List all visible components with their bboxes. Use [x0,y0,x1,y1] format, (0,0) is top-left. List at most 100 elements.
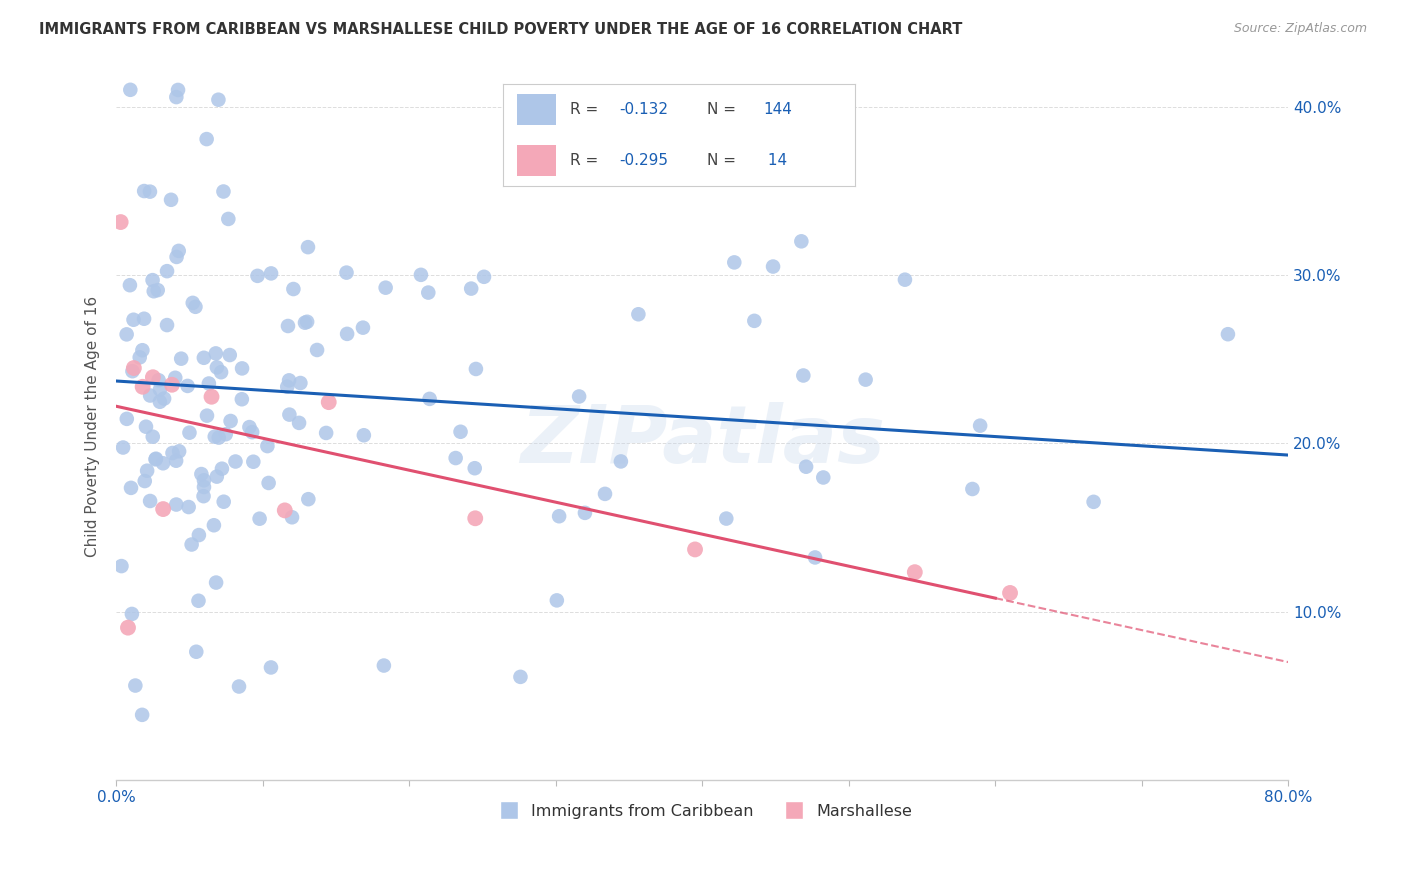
Point [219,414,242,428]
Point [121,364,143,378]
Point [156,264,179,278]
Point [744,314,766,328]
Point [117,621,139,635]
Point [167,244,190,258]
Point [160,193,183,207]
Point [142,370,165,384]
Point [115,327,138,342]
Point [315,425,337,440]
Point [813,470,835,484]
Point [218,348,240,362]
Point [153,392,176,406]
Point [122,312,145,326]
Point [336,326,359,341]
Point [200,390,222,404]
Point [131,380,153,394]
Point [187,528,209,542]
Point [257,475,280,490]
Point [274,503,297,517]
Text: ZIPatlas: ZIPatlas [520,401,884,480]
Point [190,467,212,481]
Point [335,266,357,280]
Point [193,473,215,487]
Point [166,250,188,264]
Point [242,455,264,469]
Point [568,389,591,403]
Point [110,559,132,574]
Point [278,373,301,387]
Point [790,235,813,249]
Point [723,255,745,269]
Point [209,365,232,379]
Point [167,83,190,97]
Point [187,593,209,607]
Point [792,368,814,383]
Point [142,285,165,299]
Point [256,439,278,453]
Point [374,281,396,295]
Point [139,494,162,508]
Point [904,565,927,579]
Point [204,346,226,360]
Point [464,511,486,525]
Point [231,361,253,376]
Point [574,506,596,520]
Point [548,509,571,524]
Point [297,240,319,254]
Point [855,373,877,387]
Point [212,185,235,199]
Point [124,679,146,693]
Point [146,283,169,297]
Point [170,351,193,366]
Point [128,351,150,365]
Point [135,419,157,434]
Point [202,518,225,533]
Point [716,511,738,525]
Point [145,452,167,467]
Point [167,444,190,458]
Point [142,430,165,444]
Point [149,383,172,397]
Point [148,373,170,387]
Point [208,431,231,445]
Point [278,408,301,422]
Point [160,377,183,392]
Point [162,446,184,460]
Point [295,315,318,329]
Point [132,311,155,326]
Point [136,464,159,478]
Point [198,376,221,391]
Point [224,454,246,468]
Point [165,371,187,385]
Point [195,409,218,423]
Point [464,461,486,475]
Legend: Immigrants from Caribbean, Marshallese: Immigrants from Caribbean, Marshallese [486,797,918,825]
Point [593,487,616,501]
Point [215,427,238,442]
Point [115,412,138,426]
Point [193,480,215,494]
Point [110,215,132,229]
Point [260,267,283,281]
Y-axis label: Child Poverty Under the Age of 16: Child Poverty Under the Age of 16 [86,296,100,557]
Point [409,268,432,282]
Point [165,454,187,468]
Point [152,502,174,516]
Point [112,441,135,455]
Point [277,318,299,333]
Point [205,575,228,590]
Point [352,320,374,334]
Point [962,482,984,496]
Point [894,273,917,287]
Point [134,184,156,198]
Point [184,300,207,314]
Point [1083,495,1105,509]
Point [165,90,187,104]
Point [180,537,202,551]
Text: IMMIGRANTS FROM CARIBBEAN VS MARSHALLESE CHILD POVERTY UNDER THE AGE OF 16 CORRE: IMMIGRANTS FROM CARIBBEAN VS MARSHALLESE… [39,22,963,37]
Point [460,282,482,296]
Point [249,511,271,525]
Point [804,550,827,565]
Point [464,362,486,376]
Point [131,707,153,722]
